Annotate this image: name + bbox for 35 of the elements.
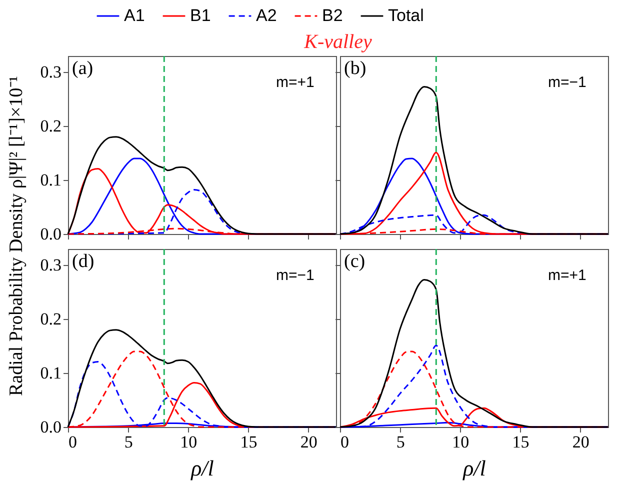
x-tick-label: 5 [124, 432, 133, 452]
y-tick-label: 0.1 [40, 170, 62, 190]
y-tick-label: 0.2 [40, 116, 62, 136]
x-tick-label: 15 [240, 432, 258, 452]
y-tick-label: 0.0 [40, 224, 62, 244]
annotation: m=−1 [276, 267, 314, 284]
annotation: (a) [72, 58, 94, 79]
x-tick-label: 0 [68, 432, 77, 452]
annotation: m=−1 [548, 74, 586, 91]
x-tick-label: 10 [180, 432, 198, 452]
x-tick-label: 15 [512, 432, 530, 452]
y-axis-title: Radial Probability Density ρ|Ψ|² [l⁻¹]×10⁻¹ [6, 76, 27, 396]
y-tick-label: 0.1 [40, 364, 62, 383]
x-axis-title: ρ/l [462, 456, 486, 480]
legend-label: B2 [322, 6, 343, 25]
annotation: (d) [72, 251, 94, 272]
legend-label: Total [388, 6, 424, 25]
legend-label: A2 [256, 6, 277, 25]
annotation: m=+1 [276, 74, 314, 91]
legend-label: B1 [190, 6, 211, 25]
annotation: (b) [344, 58, 366, 79]
x-tick-label: 20 [572, 432, 590, 452]
x-tick-label: 0 [340, 432, 349, 452]
y-tick-label: 0.3 [40, 256, 62, 275]
y-tick-label: 0.0 [40, 418, 62, 436]
x-tick-label: 20 [300, 432, 318, 452]
chart-title: K-valley [303, 31, 372, 53]
legend-label: A1 [124, 6, 145, 25]
annotation: (c) [344, 251, 366, 272]
x-tick-label: 5 [396, 432, 405, 452]
annotation: m=+1 [548, 267, 586, 284]
x-tick-label: 10 [452, 432, 470, 452]
y-tick-label: 0.2 [40, 310, 62, 329]
y-tick-label: 0.3 [40, 62, 62, 82]
x-axis-title: ρ/l [190, 456, 214, 480]
